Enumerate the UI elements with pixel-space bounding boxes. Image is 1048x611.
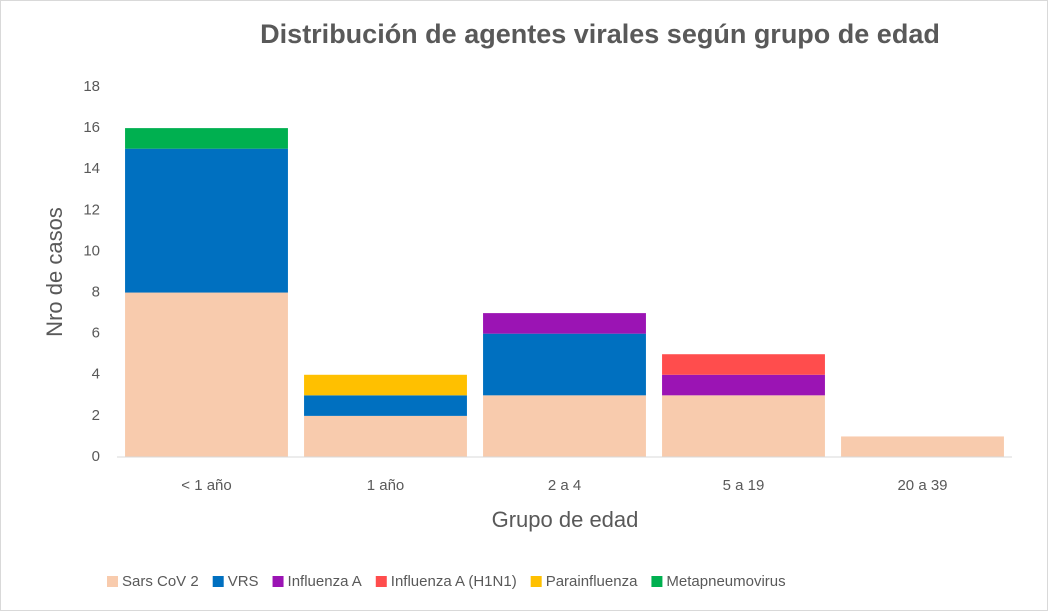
bar-segment [841,436,1004,457]
legend-swatch [107,576,118,587]
bar-segment [125,128,288,149]
legend-swatch [530,576,542,587]
legend-label: Influenza A [288,573,362,590]
y-tick-label: 4 [92,366,100,383]
bar-segment [483,333,646,396]
y-tick-label: 12 [83,201,100,218]
legend-swatch [375,576,387,587]
x-axis-title: Grupo de edad [492,507,639,532]
bar-segment [125,148,288,293]
y-tick-label: 0 [92,448,100,465]
y-tick-label: 14 [83,160,100,177]
x-tick-label: 1 año [367,477,405,494]
bar-segment [483,395,646,457]
y-tick-label: 10 [83,242,100,259]
x-tick-label: < 1 año [181,477,231,494]
bar-segment [125,292,288,457]
y-tick-label: 16 [83,119,100,136]
bar-segment [662,354,825,375]
bar-segment [304,374,467,396]
y-axis-title: Nro de casos [42,207,67,337]
x-tick-label: 5 a 19 [723,477,765,494]
legend-label: Influenza A (H1N1) [391,573,517,590]
bar-segment [483,313,646,334]
y-tick-label: 6 [92,325,100,342]
y-tick-label: 2 [92,407,100,424]
chart-title: Distribución de agentes virales según gr… [260,19,940,49]
x-tick-label: 20 a 39 [897,477,947,494]
legend-label: Sars CoV 2 [122,573,199,590]
bar-segment [304,395,467,416]
y-tick-label: 8 [92,284,100,301]
legend-label: Parainfluenza [546,573,638,590]
y-tick-label: 18 [83,78,100,95]
legend-swatch [272,576,284,587]
x-tick-label: 2 a 4 [548,477,581,494]
legend-label: Metapneumovirus [666,573,785,590]
legend-swatch [651,576,663,587]
bar-segment [662,395,825,457]
legend-label: VRS [228,573,259,590]
bar-segment [304,415,467,457]
bar-segment [662,374,825,396]
legend-swatch [212,576,224,587]
